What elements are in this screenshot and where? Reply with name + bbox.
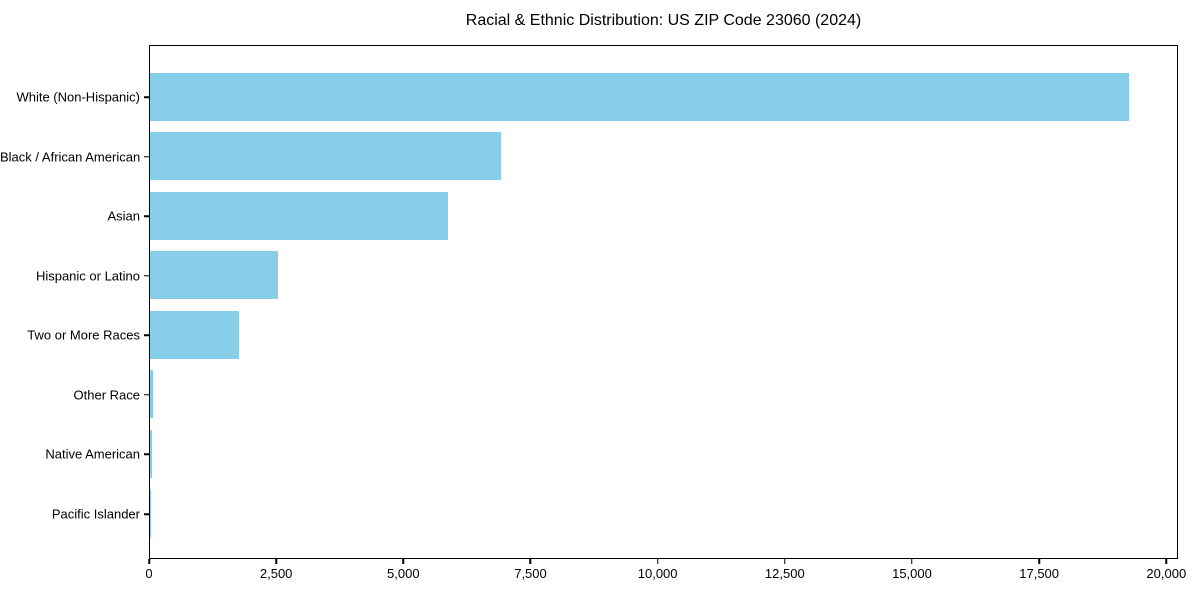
x-tick-mark	[529, 559, 532, 564]
x-tick-label: 17,500	[1019, 566, 1060, 581]
chart-title: Racial & Ethnic Distribution: US ZIP Cod…	[465, 12, 862, 29]
x-tick-mark	[656, 559, 659, 564]
y-tick-mark	[144, 155, 149, 158]
y-tick-mark	[144, 453, 149, 456]
x-tick-mark	[1038, 559, 1040, 564]
x-tick-mark	[911, 559, 913, 564]
x-tick-mark	[148, 559, 150, 564]
bar-asian	[150, 191, 449, 240]
x-tick-label: 7,500	[514, 566, 547, 581]
bar-two-or-more-races	[150, 310, 239, 359]
bar-black-african-american	[150, 132, 501, 181]
x-tick-label: 5,000	[387, 566, 420, 581]
y-tick-label-white-non-hispanic: White (Non-Hispanic)	[16, 89, 140, 105]
x-tick-label: 2,500	[259, 566, 293, 581]
x-tick-label: 0	[145, 566, 153, 581]
bar-other-race	[150, 370, 154, 419]
bar-white-non-hispanic	[150, 72, 1130, 121]
y-tick-label-hispanic-or-latino: Hispanic or Latino	[35, 268, 140, 284]
y-tick-mark	[144, 513, 149, 515]
y-tick-mark	[144, 334, 149, 337]
y-tick-label-native-american: Native American	[45, 446, 140, 462]
y-tick-label-pacific-islander: Pacific Islander	[51, 506, 140, 522]
bar-hispanic-or-latino	[150, 251, 279, 300]
x-tick-label: 15,000	[892, 566, 932, 581]
x-tick-label: 12,500	[764, 566, 805, 581]
x-tick-mark	[402, 559, 405, 564]
x-tick-label: 20,000	[1146, 566, 1187, 581]
y-tick-label-black-african-american: Black / African American	[0, 149, 141, 165]
x-tick-mark	[784, 559, 786, 564]
y-tick-mark	[144, 274, 149, 277]
x-tick-mark	[1165, 559, 1168, 564]
y-tick-mark	[144, 394, 149, 396]
bar-native-american	[150, 429, 153, 478]
x-tick-mark	[275, 559, 277, 564]
y-tick-label-two-or-more-races: Two or More Races	[27, 327, 140, 343]
y-tick-label-asian: Asian	[107, 208, 140, 224]
y-tick-mark	[144, 96, 149, 98]
y-tick-mark	[144, 215, 149, 217]
x-tick-label: 10,000	[637, 566, 678, 581]
y-tick-label-other-race: Other Race	[73, 387, 140, 403]
bar-pacific-islander	[150, 489, 151, 538]
plot-area	[149, 45, 1178, 559]
